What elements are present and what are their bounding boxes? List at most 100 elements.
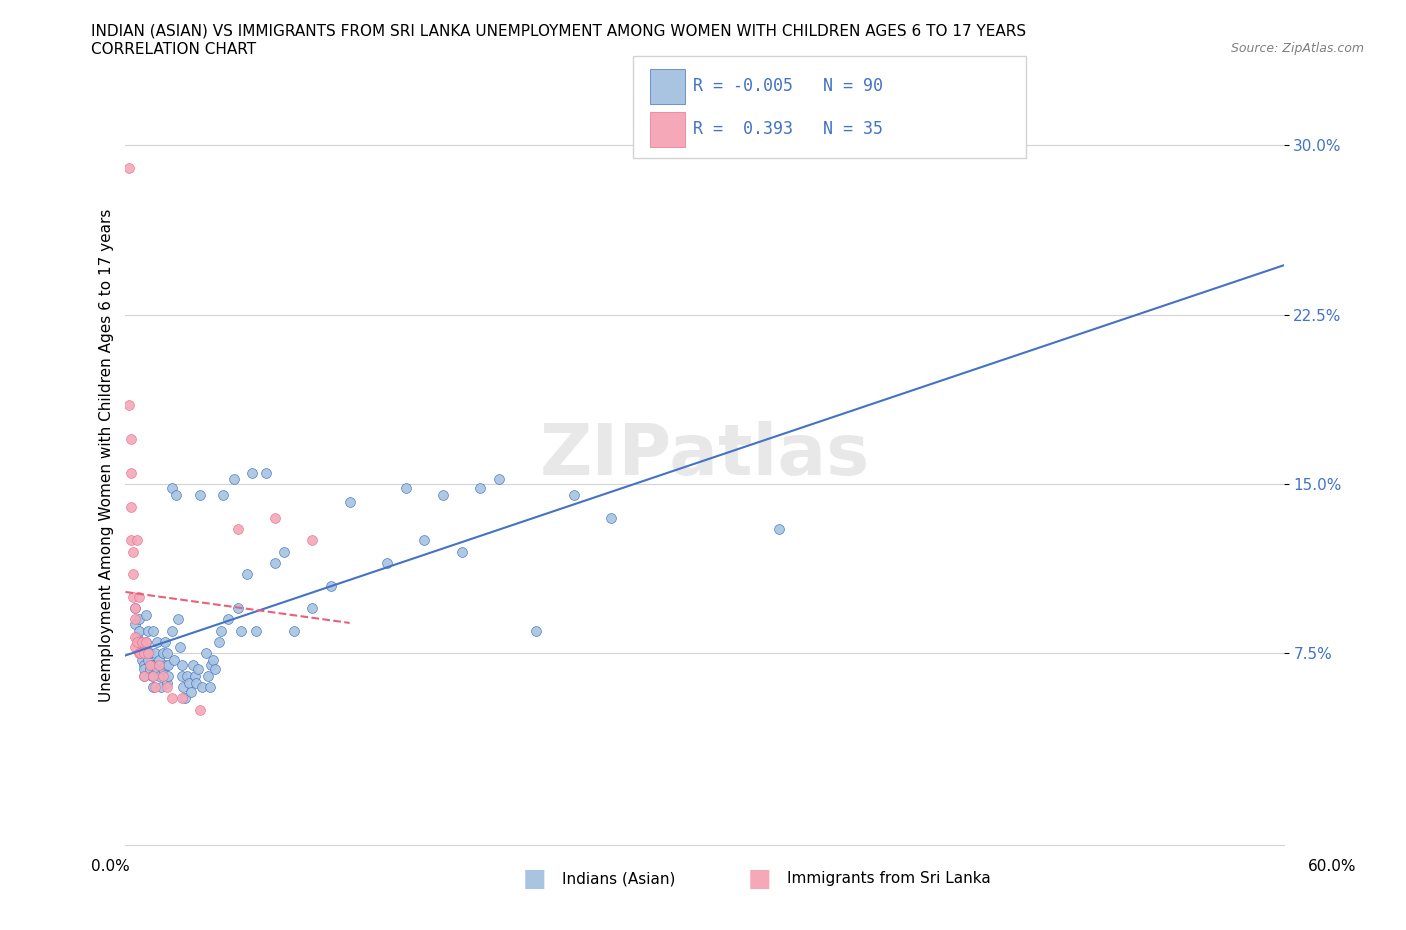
Point <box>146 634 169 649</box>
Point <box>122 590 145 604</box>
Text: R =  0.393   N = 35: R = 0.393 N = 35 <box>693 120 883 139</box>
Point <box>600 511 623 525</box>
Point <box>176 669 198 684</box>
Point <box>188 702 211 717</box>
Point <box>202 653 225 668</box>
Point <box>120 533 142 548</box>
Point <box>152 669 174 684</box>
Point <box>129 634 152 649</box>
Point <box>136 653 159 668</box>
Point <box>226 601 249 616</box>
Point <box>155 680 177 695</box>
Point <box>134 645 156 660</box>
Point <box>208 634 231 649</box>
Point <box>169 639 191 654</box>
Point <box>160 691 183 706</box>
Point <box>153 658 176 672</box>
Point <box>152 645 174 660</box>
Point <box>136 623 159 638</box>
Point <box>191 680 214 695</box>
Point <box>122 566 145 581</box>
Point <box>186 675 208 690</box>
Point <box>134 661 156 676</box>
Point <box>148 658 170 672</box>
Point <box>118 397 141 412</box>
Point <box>125 630 148 644</box>
Point <box>120 432 142 446</box>
Point <box>395 481 418 496</box>
Point <box>143 645 166 660</box>
Point <box>135 634 157 649</box>
Point <box>264 511 287 525</box>
Text: ZIPatlas: ZIPatlas <box>540 421 869 490</box>
Point <box>163 653 186 668</box>
Point <box>141 669 163 684</box>
Point <box>149 680 172 695</box>
Point <box>139 661 162 676</box>
Point <box>141 658 163 672</box>
Point <box>236 566 259 581</box>
Point <box>188 487 211 502</box>
Point <box>142 669 165 684</box>
Point <box>128 623 150 638</box>
Point <box>194 645 217 660</box>
Text: 60.0%: 60.0% <box>1309 859 1357 874</box>
Point <box>166 612 188 627</box>
Point <box>120 499 142 514</box>
Point <box>131 653 153 668</box>
Text: Source: ZipAtlas.com: Source: ZipAtlas.com <box>1230 42 1364 55</box>
Point <box>181 658 204 672</box>
Text: CORRELATION CHART: CORRELATION CHART <box>91 42 256 57</box>
Point <box>136 645 159 660</box>
Point <box>226 522 249 537</box>
Point <box>129 645 152 660</box>
Point <box>148 669 170 684</box>
Point <box>139 658 162 672</box>
Point <box>157 658 180 672</box>
Point <box>183 669 205 684</box>
Point <box>143 658 166 672</box>
Point <box>165 487 187 502</box>
Text: R = -0.005   N = 90: R = -0.005 N = 90 <box>693 77 883 96</box>
Point <box>143 680 166 695</box>
Point <box>231 623 253 638</box>
Text: INDIAN (ASIAN) VS IMMIGRANTS FROM SRI LANKA UNEMPLOYMENT AMONG WOMEN WITH CHILDR: INDIAN (ASIAN) VS IMMIGRANTS FROM SRI LA… <box>91 23 1026 38</box>
Point <box>470 481 492 496</box>
Point <box>134 669 156 684</box>
Point <box>209 623 232 638</box>
Point <box>160 481 183 496</box>
Point <box>120 465 142 480</box>
Point <box>170 669 193 684</box>
Text: Immigrants from Sri Lanka: Immigrants from Sri Lanka <box>787 871 991 886</box>
Point <box>160 623 183 638</box>
Point <box>301 601 323 616</box>
Point <box>177 675 200 690</box>
Point <box>301 533 323 548</box>
Point <box>128 590 150 604</box>
Point <box>204 661 226 676</box>
Point <box>242 465 264 480</box>
Point <box>222 472 245 486</box>
Point <box>131 634 153 649</box>
Point <box>122 544 145 559</box>
Point <box>118 160 141 175</box>
Point <box>200 658 222 672</box>
Point <box>197 669 219 684</box>
Point <box>125 634 148 649</box>
Point <box>172 680 194 695</box>
Point <box>211 487 233 502</box>
Point <box>135 607 157 622</box>
Point <box>413 533 436 548</box>
Point <box>264 555 287 570</box>
Point <box>128 645 150 660</box>
Point <box>124 601 146 616</box>
Point <box>488 472 510 486</box>
Point <box>283 623 305 638</box>
Point <box>273 544 295 559</box>
Point <box>148 653 170 668</box>
Point <box>187 661 209 676</box>
Point <box>124 617 146 631</box>
Point <box>152 661 174 676</box>
Point <box>562 487 585 502</box>
Point <box>129 645 152 660</box>
